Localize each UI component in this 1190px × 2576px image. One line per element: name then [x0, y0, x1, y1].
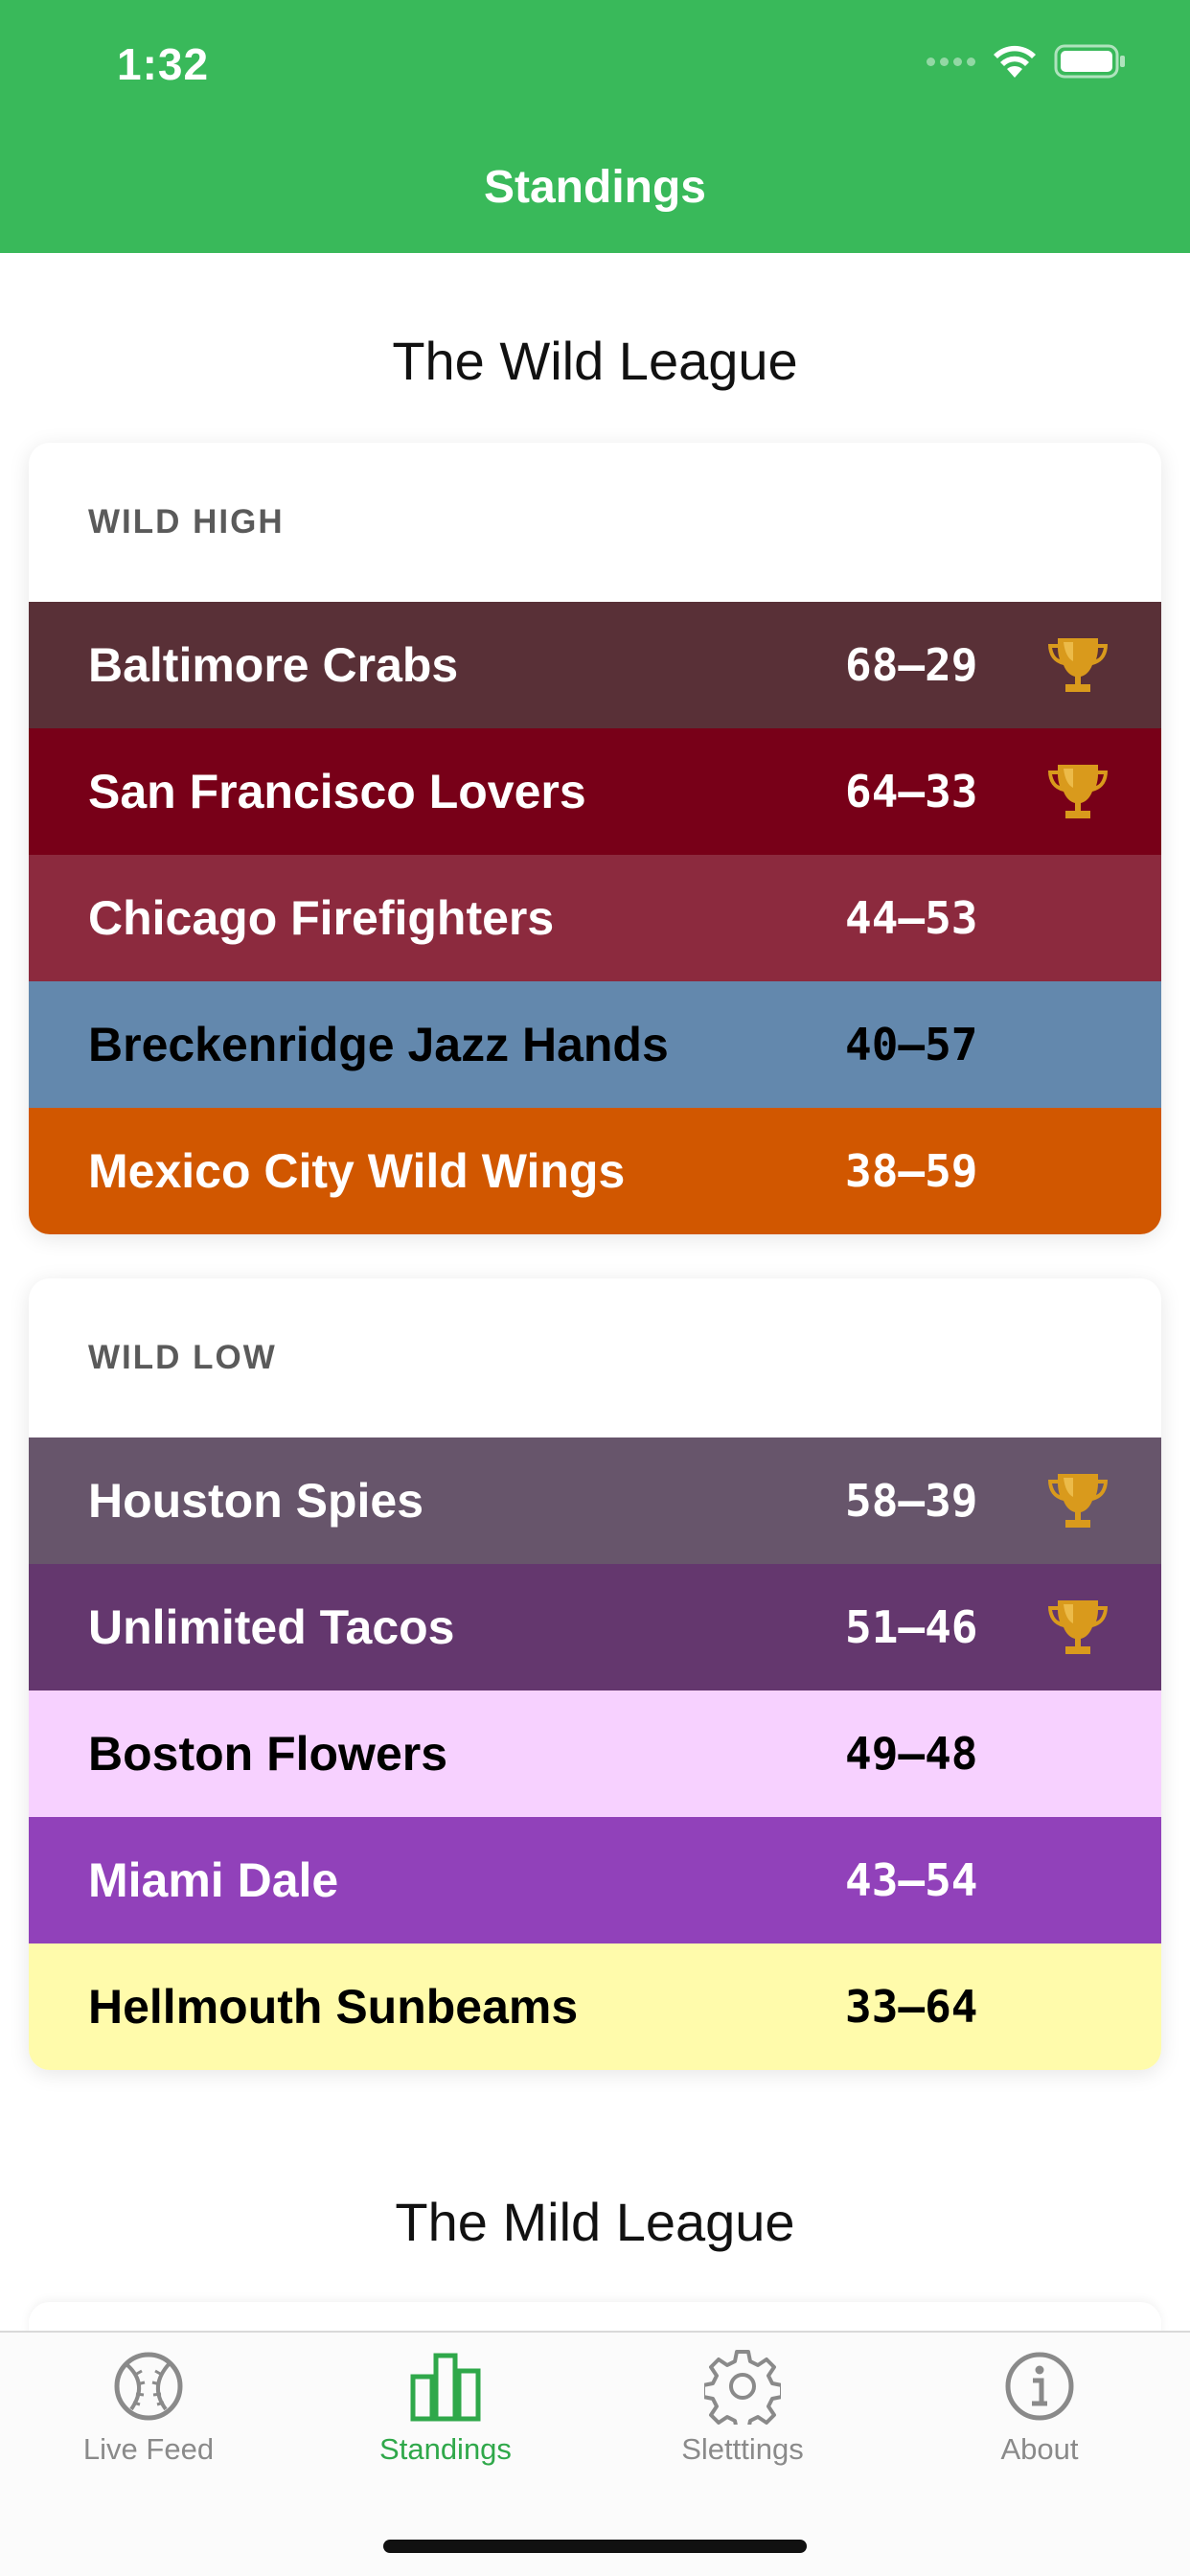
team-record: 58–39 — [845, 1475, 978, 1527]
team-record: 44–53 — [845, 892, 978, 944]
division-header: WILD HIGH — [88, 503, 285, 540]
team-name: Chicago Firefighters — [88, 891, 555, 945]
tab-standings[interactable]: Standings — [297, 2333, 594, 2505]
tab-settings[interactable]: Sletttings — [594, 2333, 891, 2505]
status-icons — [927, 44, 1127, 79]
team-name: Boston Flowers — [88, 1727, 448, 1781]
trophy-icon — [1044, 757, 1111, 824]
baseball-icon — [114, 2352, 183, 2421]
status-time: 1:32 — [117, 39, 210, 89]
tab-bar: Live Feed Standings Sletttings About — [0, 2331, 1190, 2576]
team-row[interactable]: Baltimore Crabs 68–29 — [29, 602, 1161, 728]
league-title-mild: The Mild League — [395, 2192, 795, 2252]
division-header: WILD LOW — [88, 1339, 277, 1376]
team-name: Breckenridge Jazz Hands — [88, 1018, 669, 1071]
page-title: Standings — [483, 162, 706, 213]
home-indicator — [383, 2540, 807, 2553]
bar-chart-icon — [410, 2353, 481, 2422]
cellular-signal-icon — [927, 57, 975, 66]
battery-icon — [1054, 44, 1127, 79]
team-record: 38–59 — [845, 1145, 978, 1197]
team-row[interactable]: Hellmouth Sunbeams 33–64 — [29, 1944, 1161, 2070]
wifi-icon — [993, 45, 1037, 78]
team-record: 68–29 — [845, 639, 978, 691]
team-name: Houston Spies — [88, 1474, 424, 1528]
team-row[interactable]: Breckenridge Jazz Hands 40–57 — [29, 981, 1161, 1108]
team-name: San Francisco Lovers — [88, 765, 586, 818]
team-record: 64–33 — [845, 766, 978, 817]
team-record: 49–48 — [845, 1728, 978, 1780]
trophy-icon — [1044, 1593, 1111, 1660]
tab-label: Standings — [379, 2432, 512, 2466]
team-name: Mexico City Wild Wings — [88, 1144, 626, 1198]
team-name: Miami Dale — [88, 1853, 339, 1907]
team-name: Baltimore Crabs — [88, 638, 459, 692]
nav-header: 1:32 Standings — [0, 0, 1190, 253]
team-row[interactable]: Houston Spies 58–39 — [29, 1438, 1161, 1564]
division-card-wild-low: WILD LOW Houston Spies 58–39 Unlimited Taco… — [29, 1278, 1161, 2070]
tab-label: Live Feed — [82, 2432, 215, 2466]
league-title-wild: The Wild League — [392, 331, 798, 391]
team-name: Hellmouth Sunbeams — [88, 1980, 579, 2034]
gear-icon — [704, 2350, 781, 2425]
team-row[interactable]: Chicago Firefighters 44–53 — [29, 855, 1161, 981]
team-row[interactable]: Mexico City Wild Wings 38–59 — [29, 1108, 1161, 1234]
tab-about[interactable]: About — [891, 2333, 1188, 2505]
tab-label: Sletttings — [681, 2432, 804, 2466]
team-row[interactable]: Miami Dale 43–54 — [29, 1817, 1161, 1944]
team-record: 43–54 — [845, 1854, 978, 1906]
team-record: 51–46 — [845, 1601, 978, 1653]
tab-live-feed[interactable]: Live Feed — [0, 2333, 297, 2505]
team-row[interactable]: Boston Flowers 49–48 — [29, 1690, 1161, 1817]
team-row[interactable]: Unlimited Tacos 51–46 — [29, 1564, 1161, 1690]
trophy-icon — [1044, 631, 1111, 698]
team-record: 40–57 — [845, 1019, 978, 1070]
team-row[interactable]: San Francisco Lovers 64–33 — [29, 728, 1161, 855]
team-name: Unlimited Tacos — [88, 1600, 455, 1654]
team-record: 33–64 — [845, 1981, 978, 2033]
division-card-wild-high: WILD HIGH Baltimore Crabs 68–29 San Francis… — [29, 443, 1161, 1234]
trophy-icon — [1044, 1466, 1111, 1533]
tab-label: About — [1000, 2432, 1079, 2466]
info-icon — [1005, 2352, 1074, 2421]
